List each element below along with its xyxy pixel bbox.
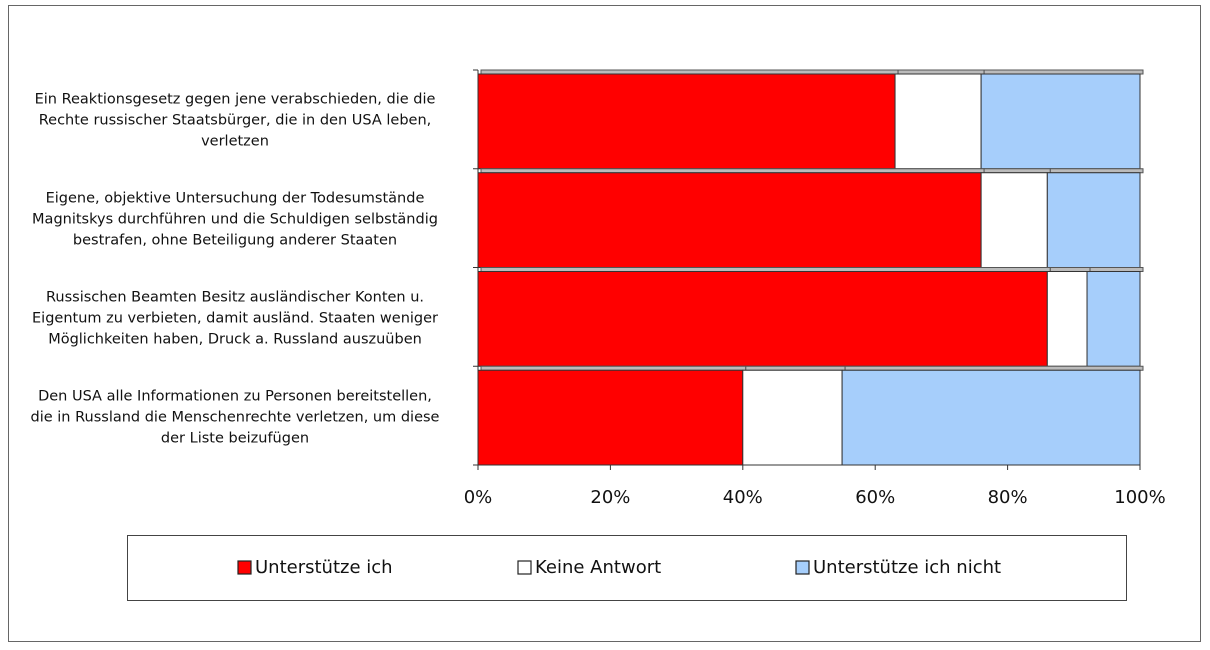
x-tick-label: 0% xyxy=(464,487,493,508)
legend-label: Unterstütze ich nicht xyxy=(813,557,1001,578)
bar-top xyxy=(480,69,899,75)
category-label: Den USA alle Informationen zu Personen b… xyxy=(30,388,440,447)
legend-label: Keine Antwort xyxy=(535,557,661,578)
bar-top xyxy=(983,69,1144,75)
bar-top xyxy=(480,267,1051,272)
bar-top xyxy=(897,69,985,75)
bar-top xyxy=(1049,168,1144,174)
category-label: Eigene, objektive Untersuchung der Todes… xyxy=(32,190,438,249)
x-tick-label: 60% xyxy=(855,487,895,508)
bar-top xyxy=(983,168,1051,174)
legend-swatch xyxy=(237,560,252,575)
bar xyxy=(980,172,1048,268)
category-label: Ein Reaktionsgesetz gegen jene verabschi… xyxy=(34,91,436,150)
bar xyxy=(477,73,896,170)
x-tick-label: 40% xyxy=(723,487,763,508)
bar-top xyxy=(1049,267,1091,272)
legend-swatch xyxy=(517,560,532,575)
bar xyxy=(742,369,843,466)
x-tick-label: 100% xyxy=(1114,487,1165,508)
bar-top xyxy=(745,365,846,371)
bar xyxy=(1046,271,1088,367)
bar xyxy=(894,73,982,170)
bar xyxy=(477,271,1048,367)
bar xyxy=(477,172,982,268)
legend-box xyxy=(127,535,1127,601)
frame xyxy=(8,5,1201,642)
x-tick-label: 80% xyxy=(988,487,1028,508)
bar xyxy=(1086,271,1141,367)
x-tick-label: 20% xyxy=(590,487,630,508)
bar xyxy=(980,73,1141,170)
bar-top xyxy=(844,365,1144,371)
bar-top xyxy=(480,168,985,174)
bar-top xyxy=(1089,267,1144,272)
category-label: Russischen Beamten Besitz ausländischer … xyxy=(32,289,438,348)
bar xyxy=(1046,172,1141,268)
bar-top xyxy=(480,365,747,371)
legend-label: Unterstütze ich xyxy=(255,557,393,578)
bar xyxy=(477,369,744,466)
bar xyxy=(841,369,1141,466)
legend-swatch xyxy=(795,560,810,575)
